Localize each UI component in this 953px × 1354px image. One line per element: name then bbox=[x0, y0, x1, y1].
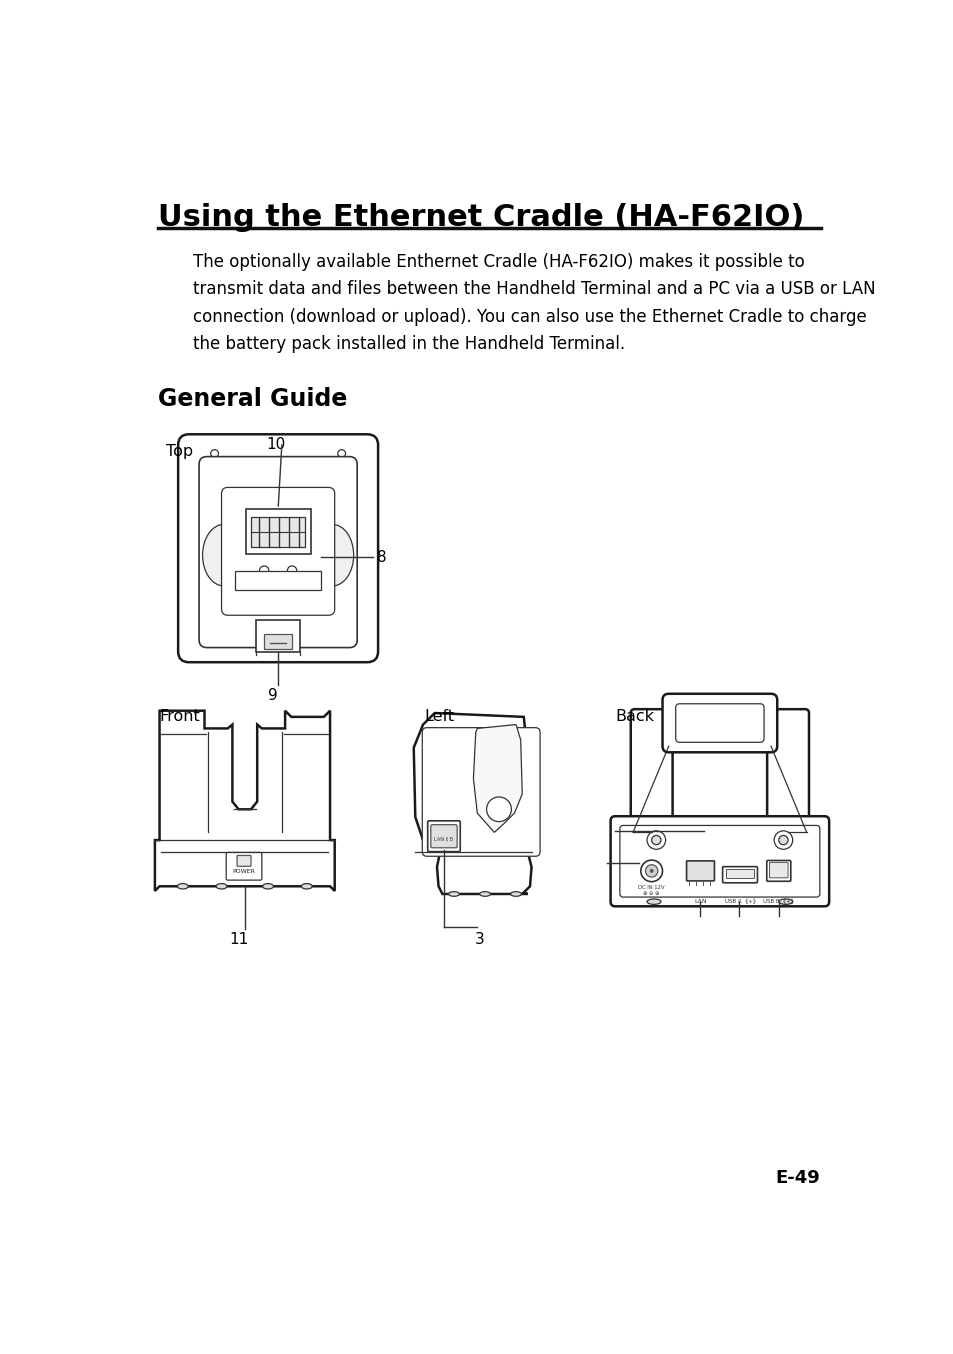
FancyBboxPatch shape bbox=[431, 825, 456, 848]
Bar bbox=[235, 570, 320, 590]
Text: 9: 9 bbox=[268, 688, 277, 703]
Text: 10: 10 bbox=[266, 436, 286, 452]
Circle shape bbox=[287, 566, 296, 575]
Circle shape bbox=[773, 831, 792, 849]
Ellipse shape bbox=[479, 892, 490, 896]
Ellipse shape bbox=[216, 884, 227, 890]
Polygon shape bbox=[473, 724, 521, 833]
FancyBboxPatch shape bbox=[766, 861, 790, 881]
Ellipse shape bbox=[262, 884, 274, 890]
Ellipse shape bbox=[510, 892, 521, 896]
FancyBboxPatch shape bbox=[721, 867, 757, 883]
Text: The optionally available Enthernet Cradle (HA-F62IO) makes it possible to
transm: The optionally available Enthernet Cradl… bbox=[193, 253, 875, 352]
Circle shape bbox=[211, 450, 218, 458]
FancyBboxPatch shape bbox=[630, 709, 672, 837]
Text: Top: Top bbox=[166, 444, 193, 459]
FancyBboxPatch shape bbox=[675, 704, 763, 742]
Circle shape bbox=[646, 831, 665, 849]
Ellipse shape bbox=[778, 899, 792, 904]
FancyBboxPatch shape bbox=[236, 856, 251, 867]
Text: General Guide: General Guide bbox=[158, 387, 347, 412]
FancyBboxPatch shape bbox=[619, 826, 819, 898]
Ellipse shape bbox=[646, 899, 660, 904]
Polygon shape bbox=[414, 714, 531, 894]
Text: Left: Left bbox=[424, 709, 455, 724]
Bar bbox=[256, 620, 299, 653]
FancyBboxPatch shape bbox=[766, 709, 808, 837]
Text: POWER: POWER bbox=[233, 869, 255, 875]
Text: LAN: LAN bbox=[694, 899, 706, 903]
FancyBboxPatch shape bbox=[610, 816, 828, 906]
Circle shape bbox=[259, 566, 269, 575]
Ellipse shape bbox=[202, 524, 245, 586]
Ellipse shape bbox=[177, 884, 188, 890]
Bar bbox=[251, 517, 305, 547]
FancyBboxPatch shape bbox=[221, 487, 335, 615]
Ellipse shape bbox=[301, 884, 312, 890]
Circle shape bbox=[486, 798, 511, 822]
FancyBboxPatch shape bbox=[661, 693, 777, 753]
Bar bbox=[264, 634, 292, 649]
Text: LAN ⟪ B: LAN ⟪ B bbox=[434, 837, 453, 842]
Text: USB B  ⟪+⟫: USB B ⟪+⟫ bbox=[762, 899, 793, 904]
FancyBboxPatch shape bbox=[226, 853, 261, 880]
Bar bbox=[245, 509, 311, 554]
Bar bbox=[725, 868, 753, 877]
Text: Using the Ethernet Cradle (HA-F62IO): Using the Ethernet Cradle (HA-F62IO) bbox=[158, 203, 803, 232]
Text: Back: Back bbox=[615, 709, 654, 724]
FancyBboxPatch shape bbox=[686, 861, 714, 881]
Circle shape bbox=[640, 860, 661, 881]
FancyBboxPatch shape bbox=[422, 727, 539, 856]
FancyBboxPatch shape bbox=[199, 456, 356, 647]
Ellipse shape bbox=[448, 892, 459, 896]
Text: 3: 3 bbox=[475, 933, 484, 948]
Ellipse shape bbox=[311, 524, 354, 586]
Circle shape bbox=[651, 835, 660, 845]
FancyBboxPatch shape bbox=[427, 821, 459, 852]
Circle shape bbox=[645, 865, 658, 877]
Circle shape bbox=[778, 835, 787, 845]
Circle shape bbox=[649, 869, 653, 872]
Text: E-49: E-49 bbox=[775, 1169, 820, 1186]
Text: 11: 11 bbox=[230, 933, 249, 948]
FancyBboxPatch shape bbox=[769, 862, 787, 877]
Circle shape bbox=[337, 450, 345, 458]
Text: DC IN 12V
⊕ ⊖ ⊕: DC IN 12V ⊕ ⊖ ⊕ bbox=[638, 884, 664, 895]
Text: USB A  ⟪+⟫: USB A ⟪+⟫ bbox=[724, 899, 755, 904]
FancyBboxPatch shape bbox=[178, 435, 377, 662]
Text: 8: 8 bbox=[377, 550, 387, 565]
Text: Front: Front bbox=[159, 709, 200, 724]
Polygon shape bbox=[154, 711, 335, 891]
